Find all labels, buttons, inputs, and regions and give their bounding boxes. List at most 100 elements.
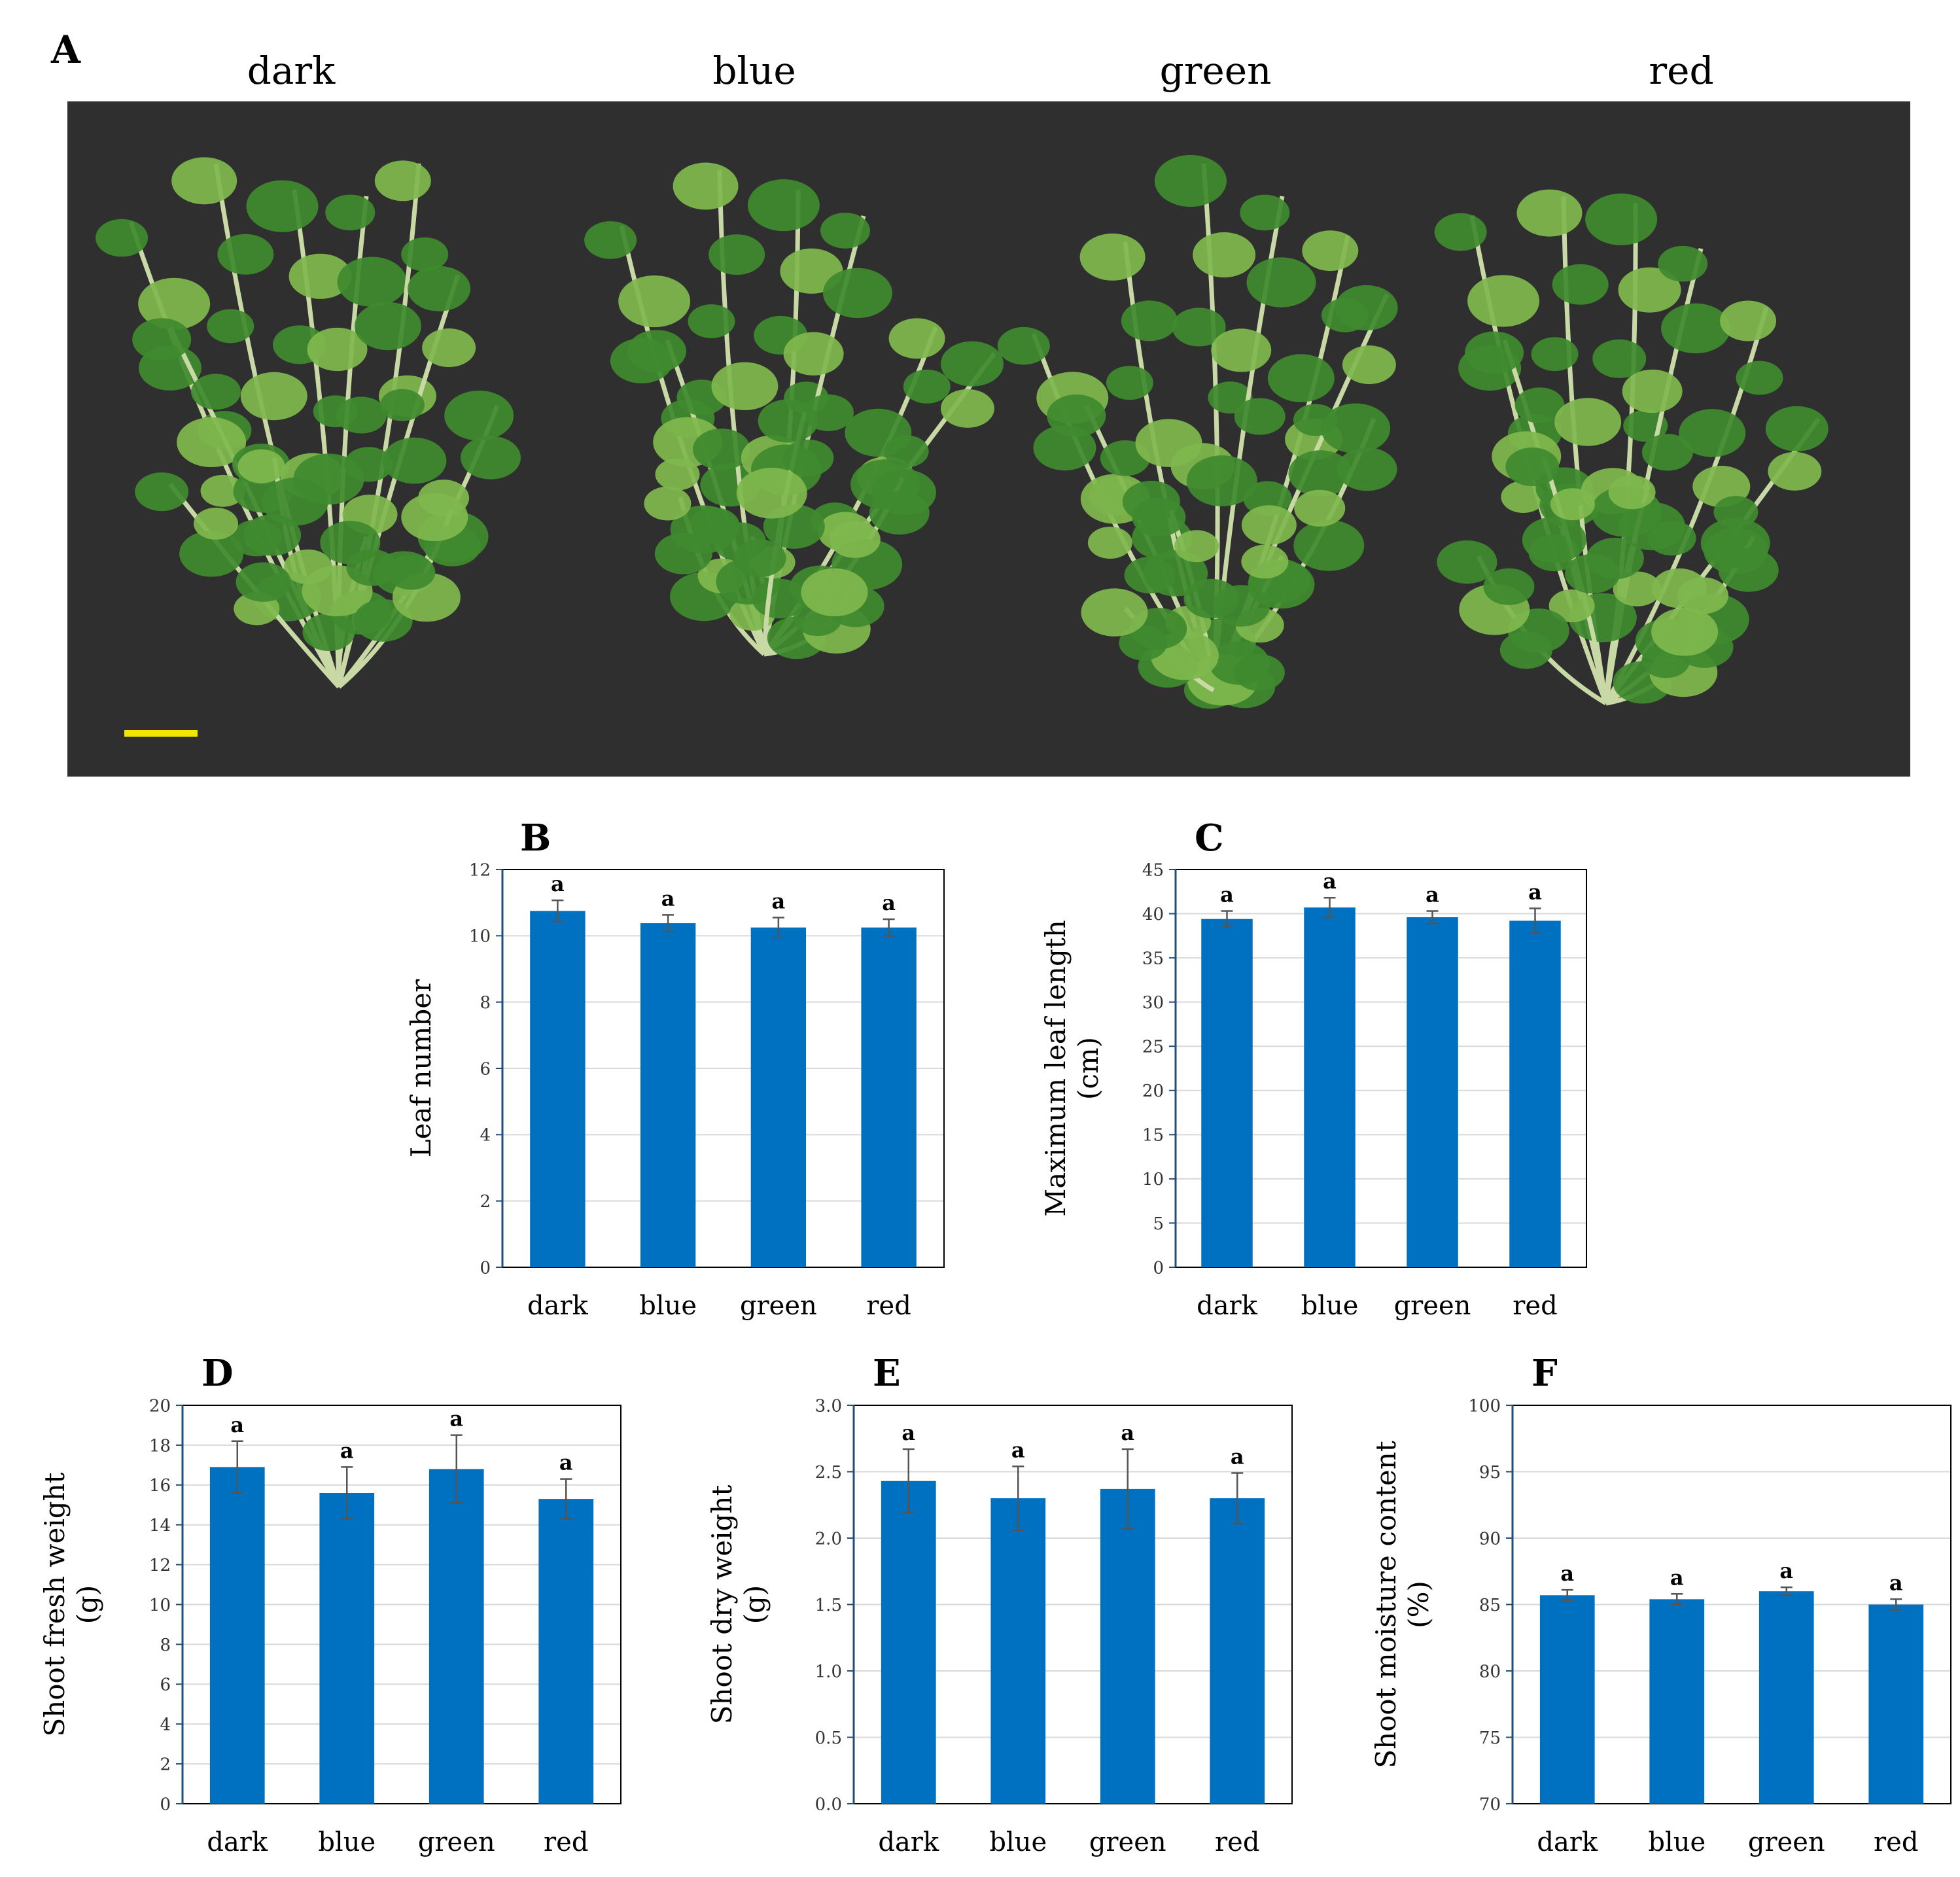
x-category-label: green (1089, 1827, 1166, 1857)
leaflet (1132, 498, 1186, 537)
y-axis-label: (g) (71, 1585, 103, 1624)
photo-label-blue: blue (712, 48, 796, 93)
panel-letter: D (201, 1352, 234, 1395)
x-category-label: green (1394, 1291, 1471, 1321)
leaflet (179, 531, 244, 577)
y-tick-label: 80 (1479, 1662, 1501, 1681)
y-tick-label: 20 (149, 1396, 171, 1416)
x-category-label: blue (1301, 1291, 1359, 1321)
leaflet (1047, 394, 1106, 437)
significance-letter: a (882, 890, 896, 915)
y-tick-label: 0 (1153, 1258, 1164, 1278)
y-tick-label: 3.0 (815, 1396, 842, 1416)
leaflet (1154, 154, 1227, 207)
leaflet (135, 472, 189, 512)
leaflet (1106, 366, 1153, 400)
leaflet (747, 179, 820, 232)
leaflet (1335, 285, 1398, 331)
y-tick-label: 8 (160, 1636, 171, 1655)
y-tick-label: 70 (1479, 1795, 1501, 1814)
leaflet (1246, 257, 1316, 307)
leaflet (1565, 553, 1620, 594)
y-tick-label: 0 (160, 1795, 171, 1814)
significance-letter: a (1528, 879, 1542, 904)
y-tick-label: 6 (160, 1675, 171, 1695)
chart-b: B 0 2 4 6 8 10 12 a dark a blue a green a red Leaf numbe… (405, 816, 945, 1321)
leaflet (1618, 502, 1685, 551)
leaflet (1337, 447, 1397, 491)
bar-dark (1201, 919, 1253, 1267)
scale-bar (124, 730, 198, 737)
y-tick-label: 10 (1142, 1170, 1164, 1189)
x-category-label: blue (1648, 1827, 1706, 1857)
significance-letter: a (551, 871, 565, 896)
x-category-label: red (1215, 1827, 1259, 1857)
leaflet (711, 362, 779, 411)
leaflet (194, 507, 238, 540)
leaflet (237, 449, 285, 483)
x-category-label: dark (1537, 1827, 1598, 1857)
significance-letter: a (1121, 1420, 1134, 1445)
leaflet (1516, 189, 1583, 237)
x-category-label: red (866, 1291, 911, 1321)
leaflet (940, 341, 1004, 387)
significance-letter: a (449, 1407, 463, 1431)
leaflet (1550, 488, 1595, 521)
leaflet (1434, 213, 1487, 251)
y-tick-label: 75 (1479, 1728, 1501, 1748)
bar-dark (530, 911, 586, 1267)
bar-blue (319, 1492, 375, 1804)
leaflet (1437, 540, 1497, 584)
bar-green (750, 927, 807, 1267)
y-axis-label: (%) (1403, 1581, 1435, 1628)
leaflet (1700, 517, 1770, 569)
leaflet (337, 256, 407, 307)
significance-letter: a (1231, 1445, 1244, 1469)
leaflet (1294, 489, 1346, 527)
bar-red (1509, 921, 1561, 1267)
leaflet (236, 562, 291, 602)
y-tick-label: 16 (149, 1476, 171, 1496)
leaflet (374, 160, 431, 202)
photo-label-green: green (1160, 48, 1272, 93)
y-tick-label: 6 (480, 1059, 491, 1079)
leaflet (903, 369, 951, 404)
chart-c: C 0 5 10 15 20 25 30 35 40 45 a dark a blue a green a red M… (1040, 816, 1587, 1321)
leaflet (1608, 475, 1656, 510)
leaflet (888, 318, 945, 359)
leaflet (1618, 267, 1681, 313)
leaflet (1651, 608, 1719, 656)
leaflet (1172, 307, 1226, 347)
x-category-label: dark (1197, 1291, 1258, 1321)
leaflet (997, 326, 1050, 365)
panel-letter: F (1531, 1352, 1558, 1395)
bar-red (538, 1499, 594, 1804)
leaflet (1622, 369, 1683, 413)
leaflet (1549, 589, 1595, 623)
leaflet (382, 437, 447, 484)
leaflet (1342, 345, 1396, 385)
leaflet (1087, 527, 1132, 559)
leaflet (207, 309, 254, 343)
y-tick-label: 8 (480, 993, 491, 1013)
y-axis-label: (g) (739, 1585, 771, 1624)
y-axis-label: Shoot fresh weight (39, 1472, 71, 1736)
y-tick-label: 0.0 (815, 1795, 842, 1814)
significance-letter: a (1670, 1565, 1684, 1590)
y-tick-label: 10 (149, 1596, 171, 1615)
leaflet (1241, 505, 1297, 545)
y-tick-label: 30 (1142, 993, 1164, 1013)
leaflet (1613, 571, 1662, 606)
plant-red (1434, 189, 1829, 706)
leaflet (673, 162, 739, 210)
leaflet (884, 435, 929, 468)
leaflet (401, 493, 468, 542)
leaflet (289, 253, 352, 299)
leaflet (132, 318, 192, 361)
y-tick-label: 2.5 (815, 1463, 842, 1482)
leaflet (1467, 275, 1540, 327)
leaflet (1522, 516, 1586, 563)
y-tick-label: 0.5 (815, 1728, 842, 1748)
leaflet (1514, 387, 1565, 423)
